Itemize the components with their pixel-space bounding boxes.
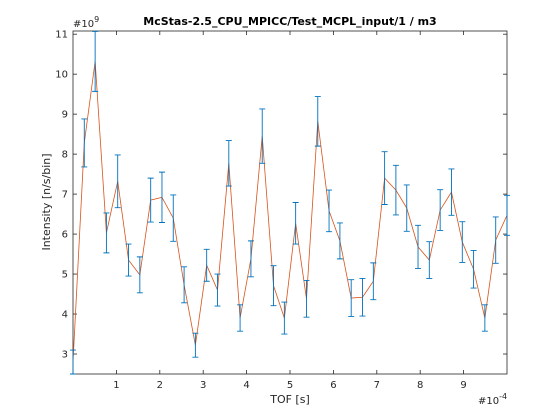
x-tick-label: 9 — [460, 380, 466, 391]
y-exponent-power: 9 — [94, 15, 99, 24]
error-bar — [437, 189, 444, 231]
y-tick-label: 8 — [62, 150, 68, 161]
error-bar — [247, 240, 254, 278]
x-tick-label: 4 — [243, 380, 249, 391]
y-exponent: #109 — [73, 15, 99, 30]
error-bar — [392, 164, 399, 216]
error-bar — [170, 194, 177, 242]
x-tick-label: 8 — [417, 380, 423, 391]
x-exponent: #10-4 — [478, 392, 507, 407]
error-bar — [303, 280, 310, 318]
x-tick-label: 3 — [200, 380, 206, 391]
error-bar — [292, 202, 299, 245]
x-tick-label: 7 — [374, 380, 380, 391]
error-bar — [336, 222, 343, 260]
error-bar — [370, 262, 377, 301]
error-bar — [92, 30, 99, 92]
error-bar — [348, 279, 355, 317]
y-tick-label: 7 — [62, 190, 68, 201]
x-exponent-power: -4 — [499, 392, 507, 401]
error-bar — [426, 241, 433, 279]
error-bar — [214, 273, 221, 307]
error-bar — [225, 140, 232, 187]
error-bar — [147, 177, 154, 223]
error-bar — [470, 250, 477, 289]
y-axis-label: Intensity [n/s/bin] — [40, 153, 53, 250]
x-tick-label: 2 — [157, 380, 163, 391]
error-bar — [192, 332, 199, 358]
x-tick-label: 1 — [113, 380, 119, 391]
error-bar — [415, 224, 422, 269]
data-line — [72, 61, 508, 363]
error-bar — [381, 151, 388, 205]
y-tick-label: 6 — [62, 230, 68, 241]
error-bar — [103, 212, 110, 254]
y-exponent-base: #10 — [73, 19, 94, 30]
error-bar — [281, 301, 288, 335]
y-tick-label: 5 — [62, 270, 68, 281]
error-bar — [459, 221, 466, 263]
error-bar — [259, 108, 266, 164]
y-tick-label: 3 — [62, 350, 68, 361]
error-bar — [70, 349, 76, 375]
y-tick-label: 9 — [62, 110, 68, 121]
error-bar — [481, 304, 488, 332]
chart-title: McStas-2.5_CPU_MPICC/Test_MCPL_input/1 /… — [143, 15, 436, 28]
error-bar — [314, 96, 321, 147]
error-bar — [504, 194, 510, 236]
y-tick-label: 11 — [55, 30, 68, 41]
x-axis-label: TOF [s] — [269, 393, 310, 406]
error-bar — [125, 243, 132, 277]
error-bar — [158, 171, 165, 223]
y-tick-label: 4 — [62, 310, 68, 321]
x-exponent-base: #10 — [478, 396, 499, 407]
error-bar — [359, 278, 366, 317]
error-bar — [237, 304, 244, 332]
x-tick-label: 5 — [287, 380, 293, 391]
error-bar — [492, 216, 499, 264]
x-tick-label: 6 — [330, 380, 336, 391]
y-tick-label: 10 — [55, 70, 68, 81]
error-bar — [114, 154, 121, 209]
axes-frame — [72, 30, 508, 375]
error-bar — [181, 266, 188, 304]
error-bar — [81, 118, 88, 168]
error-bar — [326, 189, 333, 233]
error-bar — [448, 168, 455, 216]
error-bar — [203, 248, 210, 282]
error-bar — [403, 184, 410, 232]
error-bar — [270, 265, 277, 307]
error-bar — [136, 256, 143, 294]
